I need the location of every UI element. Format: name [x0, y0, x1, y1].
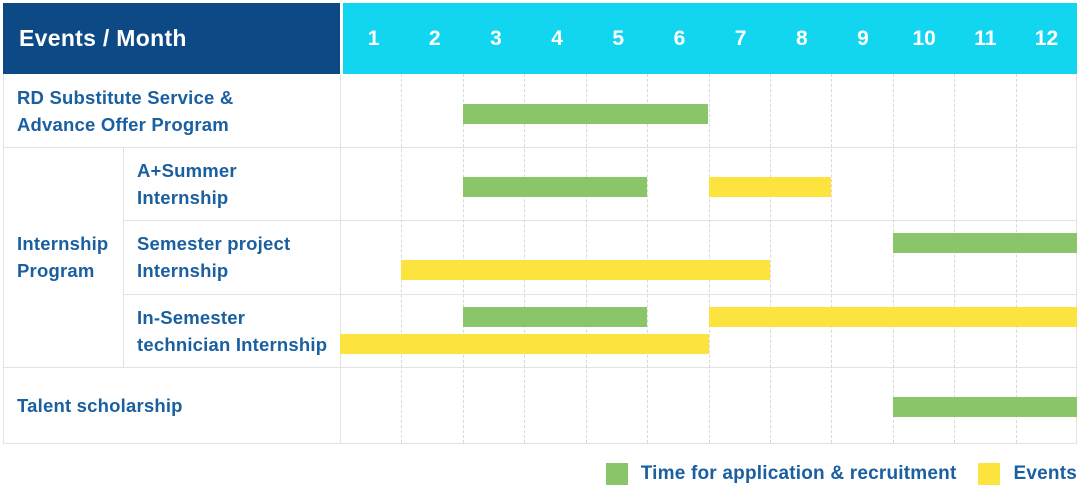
month-column-line	[462, 74, 464, 443]
month-header-3: 3	[490, 26, 502, 50]
month-header-1: 1	[367, 26, 380, 50]
gridline-horizontal	[123, 294, 1077, 295]
row-label-semester-project-internship: Semester project Internship	[123, 220, 340, 294]
header-title: Events / Month	[19, 25, 187, 51]
event-bar-months-1-6	[340, 334, 709, 354]
group-label-internship-program: Internship Program	[3, 147, 123, 367]
gridline-horizontal	[3, 367, 1077, 368]
month-header-7: 7	[734, 26, 747, 50]
event-bar-months-7-12	[708, 307, 1077, 327]
application-bar-months-3-6	[462, 104, 709, 124]
month-column-line	[831, 74, 833, 443]
month-header-8: 8	[795, 26, 808, 50]
application-bar-months-3-5	[462, 177, 648, 197]
legend-label-event: Events	[1013, 463, 1077, 484]
month-header-11: 11	[974, 26, 997, 50]
gridline-right-border	[1076, 74, 1077, 443]
month-header-5: 5	[612, 26, 625, 50]
legend: Time for application & recruitment Event…	[584, 462, 1077, 486]
label-line: Semester project	[137, 233, 291, 254]
month-header-4: 4	[551, 26, 563, 50]
gridline-label-column-border	[340, 74, 341, 443]
month-column-line	[401, 74, 403, 443]
gridline-sublabel-divider	[123, 147, 124, 367]
month-column-line	[1015, 74, 1017, 443]
month-column-line	[769, 74, 771, 443]
event-color-swatch	[978, 463, 1001, 485]
row-label-rd-substitute-service: RD Substitute Service & Advance Offer Pro…	[3, 74, 340, 147]
month-column-line	[708, 74, 710, 443]
label-line: RD Substitute Service &	[17, 86, 234, 108]
month-column-line	[585, 74, 587, 443]
gridline-left-border	[3, 74, 4, 443]
month-header-2: 2	[428, 26, 441, 50]
label-line: Program	[17, 260, 95, 281]
legend-item-event: Events	[978, 463, 1077, 485]
legend-label-application: Time for application & recruitment	[640, 463, 957, 484]
application-color-swatch	[605, 463, 628, 485]
month-header-row: 1 2 3 4 5 6 7 8 9 10 11 12	[343, 3, 1077, 74]
label-line: Advance Offer Program	[17, 113, 229, 135]
event-bar-months-2-7	[401, 260, 770, 280]
event-bar-months-7-8	[708, 177, 832, 197]
gridline-horizontal	[123, 220, 1077, 221]
month-column-line	[524, 74, 526, 443]
gridline-horizontal	[3, 147, 1077, 148]
application-bar-months-3-5	[462, 307, 648, 327]
row-label-a-summer-internship: A+Summer Internship	[123, 147, 340, 220]
month-header-6: 6	[673, 26, 686, 50]
label-line: Internship	[17, 233, 109, 254]
legend-item-application: Time for application & recruitment	[605, 463, 957, 485]
row-label-in-semester-technician-internship: In-Semester technician Internship	[123, 294, 340, 367]
month-header-12: 12	[1034, 26, 1059, 50]
application-bar-months-10-12	[892, 397, 1077, 417]
row-label-talent-scholarship: Talent scholarship	[3, 367, 340, 443]
gridline-bottom-border	[3, 443, 1077, 444]
application-bar-months-10-12	[892, 233, 1077, 253]
label-line: technician Internship	[137, 333, 328, 355]
header-events-month: Events / Month	[3, 3, 340, 74]
month-header-10: 10	[912, 26, 936, 50]
month-header-9: 9	[857, 26, 869, 50]
label-line: In-Semester	[137, 306, 246, 328]
label-line: Internship	[137, 186, 229, 208]
label-line: Talent scholarship	[17, 394, 183, 416]
label-line: A+Summer	[137, 159, 237, 181]
label-line: Internship	[137, 260, 229, 281]
month-column-line	[892, 74, 894, 443]
month-column-line	[647, 74, 649, 443]
month-column-line	[954, 74, 956, 443]
